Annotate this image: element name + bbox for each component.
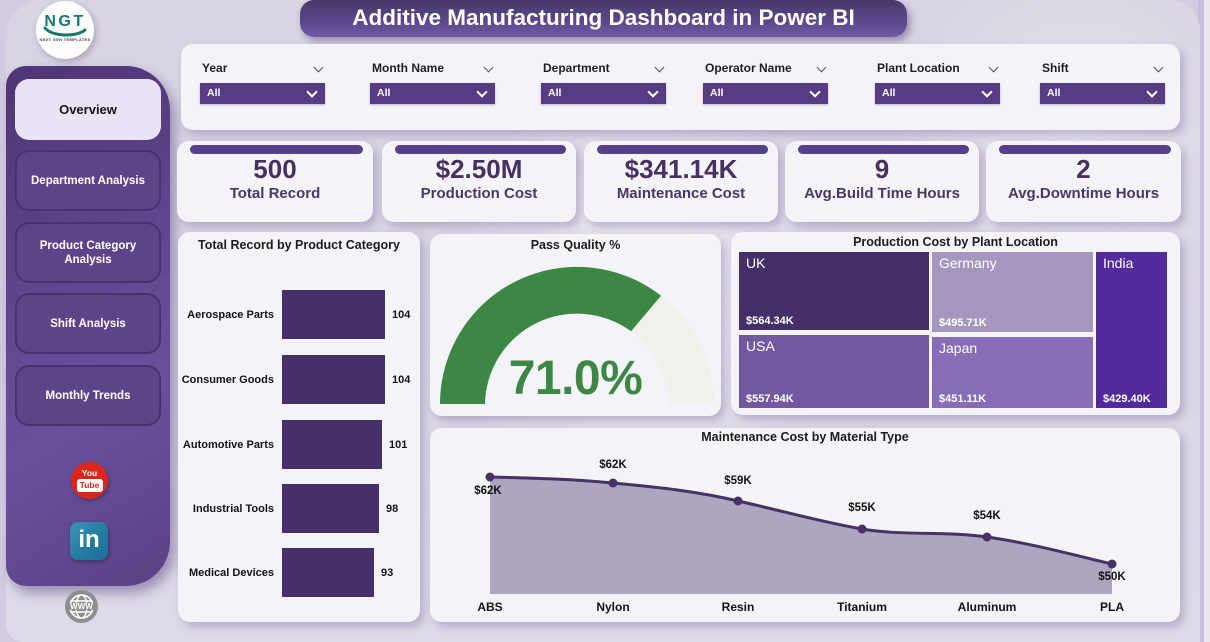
svg-text:WWW: WWW — [70, 602, 93, 611]
